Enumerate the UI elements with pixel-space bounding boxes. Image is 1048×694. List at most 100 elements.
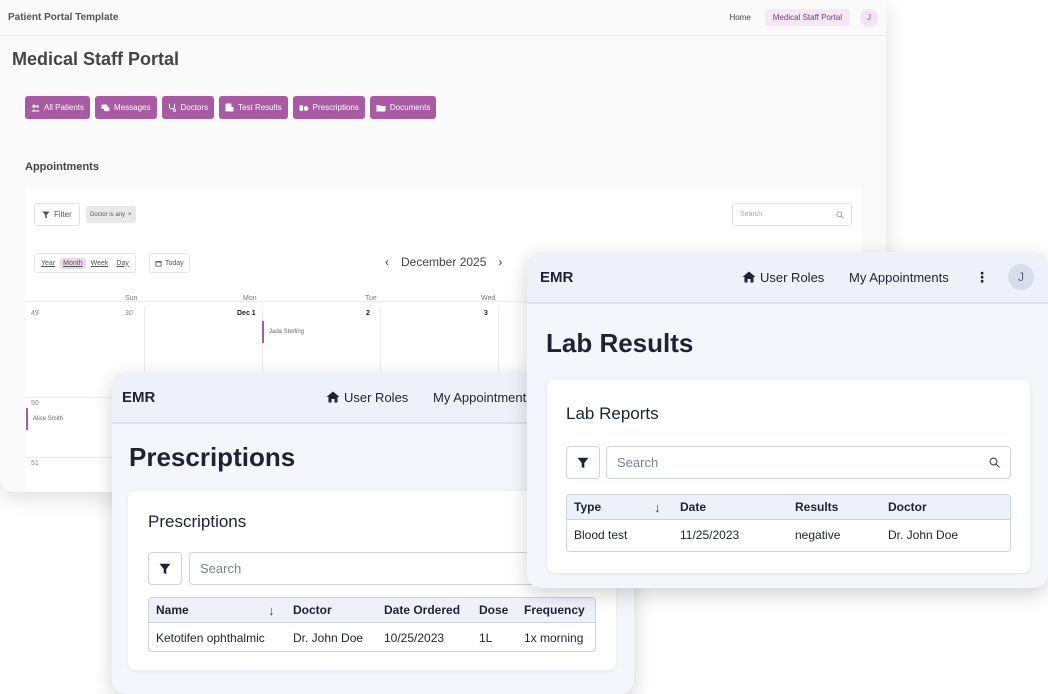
column-header-doctor[interactable]: Doctor [888,500,927,514]
documents-button[interactable]: Documents [369,96,437,119]
messages-label: Messages [114,103,151,112]
search-icon [989,457,1000,468]
my-appointments-link[interactable]: My Appointments [849,269,949,285]
emr-top-bar: EMR User Roles My Appointments ⋮ J [527,252,1048,304]
view-week[interactable]: Week [90,259,109,267]
week-number: 51 [31,460,39,467]
prev-month-button[interactable]: ‹ [385,255,389,269]
day-number: Dec 1 [237,310,256,317]
documents-label: Documents [389,103,431,112]
sort-desc-icon[interactable]: ↓ [654,499,661,515]
cell-date: 11/25/2023 [680,528,740,542]
nav-home-link[interactable]: Home [729,13,751,22]
calendar-search-placeholder: Search [740,211,763,218]
column-header-doctor[interactable]: Doctor [293,603,332,617]
cell-name: Ketotifen ophthalmic [156,631,265,645]
column-header-date[interactable]: Date [680,500,707,514]
view-year[interactable]: Year [41,259,56,267]
filter-icon [42,211,50,218]
all-patients-button[interactable]: All Patients [25,96,91,119]
doctors-button[interactable]: Doctors [161,96,215,119]
doctors-label: Doctors [180,103,209,112]
user-roles-label: User Roles [344,389,409,405]
user-roles-link[interactable]: User Roles [326,390,408,405]
cell-dose: 1L [479,631,493,645]
user-roles-label: User Roles [760,269,825,285]
messages-button[interactable]: Messages [95,96,157,119]
page-title: Lab Results [546,328,694,358]
view-day[interactable]: Day [116,259,129,267]
cell-results: negative [795,528,841,542]
filter-icon [159,563,171,574]
stethoscope-icon [168,103,176,112]
filter-icon [577,457,589,468]
day-header-tue: Tue [365,295,377,302]
nav-staff-portal-link[interactable]: Medical Staff Portal [764,9,850,26]
appointments-heading: Appointments [25,161,99,173]
emr-brand[interactable]: EMR [540,268,574,286]
portal-button-row: All Patients Messages Doctors Test Resul… [25,96,437,119]
avatar[interactable]: J [1008,264,1034,290]
filter-button[interactable] [566,446,600,479]
appointment-event[interactable]: Alice Smith [26,408,63,430]
filter-button[interactable]: Filter [34,203,80,226]
table-row[interactable]: Ketotifen ophthalmic Dr. John Doe 10/25/… [149,623,595,651]
portal-brand[interactable]: Patient Portal Template [8,12,119,23]
today-label: Today [165,259,184,267]
prescriptions-table: Name ↓ Doctor Date Ordered Dose Frequenc… [148,597,596,652]
all-patients-label: All Patients [44,103,85,112]
search-icon [836,210,844,219]
search-placeholder: Search [200,561,242,576]
sort-desc-icon[interactable]: ↓ [268,602,275,618]
card-title: Prescriptions [148,512,247,531]
pills-icon [299,104,309,111]
card-title: Lab Reports [566,404,659,423]
calendar-search-input[interactable]: Search [732,203,852,226]
day-number: 30 [125,310,133,317]
folder-icon [376,104,386,111]
close-icon[interactable]: × [128,211,132,218]
user-roles-link[interactable]: User Roles [742,270,824,285]
my-appointments-link[interactable]: My Appointments [433,389,533,405]
column-header-date-ordered[interactable]: Date Ordered [384,603,461,617]
prescriptions-button[interactable]: Prescriptions [292,96,365,119]
column-header-type[interactable]: Type [574,500,602,514]
table-row[interactable]: Blood test 11/25/2023 negative Dr. John … [567,520,1010,550]
day-number: 3 [484,310,488,317]
messages-icon [101,104,110,111]
calendar-view-switch: Year Month Week Day [34,253,136,273]
view-month[interactable]: Month [60,257,86,269]
today-button[interactable]: Today [149,253,190,273]
search-input[interactable]: Search [606,446,1011,479]
calendar-icon [155,260,162,267]
cell-frequency: 1x morning [524,631,584,645]
test-results-button[interactable]: Test Results [219,96,288,119]
month-navigation: ‹ December 2025 › [385,255,502,269]
filter-button[interactable] [148,552,182,585]
next-month-button[interactable]: › [498,255,503,269]
column-header-dose[interactable]: Dose [479,603,509,617]
cell-doctor: Dr. John Doe [293,631,364,645]
lab-reports-card: Lab Reports Search Type ↓ Date Results D… [547,380,1030,573]
column-header-name[interactable]: Name [156,603,189,617]
day-header-mon: Mon [243,295,257,302]
home-icon [326,391,340,403]
more-menu-icon[interactable]: ⋮ [975,268,989,285]
emr-brand[interactable]: EMR [122,388,156,406]
portal-nav: Home Medical Staff Portal J [721,8,878,27]
cell-doctor: Dr. John Doe [888,528,959,542]
avatar[interactable]: J [860,8,878,27]
appointment-event[interactable]: Jada Sterling [262,321,304,343]
day-number: 2 [366,310,370,317]
users-icon [31,104,40,111]
filter-chip[interactable]: Doctor is any × [86,206,136,223]
column-header-results[interactable]: Results [795,500,839,514]
month-label: December 2025 [401,255,487,269]
filter-chip-label: Doctor is any [90,211,126,218]
page-title: Prescriptions [129,442,296,472]
page-title: Medical Staff Portal [12,49,180,69]
column-header-frequency[interactable]: Frequency [524,603,585,617]
test-results-label: Test Results [238,103,282,112]
search-placeholder: Search [617,455,659,470]
